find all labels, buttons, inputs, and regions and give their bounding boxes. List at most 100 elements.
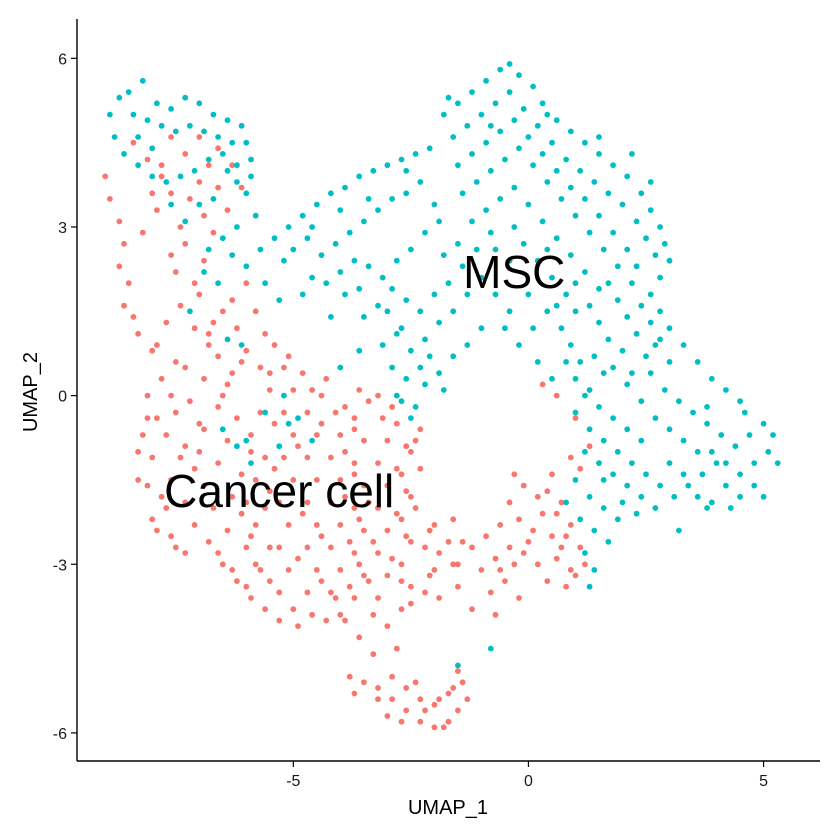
data-point bbox=[643, 235, 649, 242]
data-point bbox=[436, 696, 442, 703]
data-point bbox=[356, 387, 363, 393]
data-point bbox=[149, 190, 156, 197]
data-point bbox=[398, 606, 405, 613]
data-point bbox=[553, 555, 560, 562]
data-point bbox=[723, 387, 729, 393]
data-point bbox=[276, 589, 283, 596]
data-point bbox=[290, 477, 297, 483]
data-point bbox=[168, 201, 175, 208]
data-point bbox=[304, 589, 311, 596]
data-point bbox=[591, 567, 598, 573]
data-point bbox=[238, 510, 245, 517]
data-point bbox=[290, 387, 297, 393]
data-point bbox=[384, 482, 391, 489]
data-point bbox=[337, 432, 344, 438]
data-point bbox=[652, 505, 659, 511]
data-point bbox=[224, 437, 231, 444]
data-point bbox=[116, 94, 123, 101]
x-tick-label: 0 bbox=[524, 773, 533, 790]
data-point bbox=[201, 257, 207, 264]
data-point bbox=[412, 404, 419, 410]
data-point bbox=[318, 533, 325, 540]
data-point bbox=[502, 156, 508, 163]
data-point bbox=[582, 196, 588, 202]
data-point bbox=[633, 263, 640, 270]
data-point bbox=[408, 246, 414, 253]
data-point bbox=[356, 561, 363, 568]
data-point bbox=[144, 392, 151, 399]
data-point bbox=[248, 533, 254, 540]
data-point bbox=[144, 156, 151, 163]
data-point bbox=[657, 224, 663, 230]
data-point bbox=[450, 685, 457, 691]
data-point bbox=[224, 381, 231, 388]
data-point bbox=[422, 589, 428, 596]
data-point bbox=[586, 302, 593, 309]
data-point bbox=[337, 611, 344, 618]
data-point bbox=[121, 302, 127, 309]
data-point bbox=[549, 274, 555, 281]
data-point bbox=[497, 66, 504, 73]
data-point bbox=[201, 269, 207, 275]
data-point bbox=[572, 477, 579, 483]
data-point bbox=[539, 381, 546, 388]
data-point bbox=[534, 561, 541, 568]
data-point bbox=[666, 426, 673, 433]
data-point bbox=[619, 499, 626, 506]
y-tick-label: 6 bbox=[58, 51, 67, 68]
data-point bbox=[295, 623, 301, 629]
data-point bbox=[544, 488, 551, 495]
data-point bbox=[177, 454, 184, 461]
data-point bbox=[473, 179, 480, 185]
data-point bbox=[191, 465, 198, 472]
data-point bbox=[610, 415, 616, 421]
data-point bbox=[168, 134, 175, 140]
data-point bbox=[135, 162, 142, 169]
data-point bbox=[539, 151, 546, 157]
data-point bbox=[403, 488, 410, 495]
data-point bbox=[605, 190, 612, 197]
data-point bbox=[586, 426, 593, 433]
x-tick-label: 5 bbox=[759, 773, 768, 790]
data-point bbox=[111, 134, 118, 140]
data-point bbox=[243, 190, 250, 197]
data-point bbox=[737, 398, 743, 405]
data-point bbox=[582, 269, 588, 275]
data-point bbox=[567, 342, 574, 348]
data-point bbox=[652, 342, 659, 348]
data-point bbox=[694, 493, 701, 500]
data-point bbox=[558, 544, 565, 551]
data-point bbox=[487, 645, 494, 652]
data-point bbox=[332, 240, 339, 247]
data-point bbox=[525, 291, 532, 298]
data-point bbox=[384, 572, 391, 579]
data-point bbox=[661, 387, 668, 393]
data-point bbox=[210, 229, 217, 236]
data-point bbox=[436, 370, 442, 376]
data-point bbox=[436, 218, 442, 225]
data-point bbox=[708, 499, 715, 506]
data-point bbox=[219, 561, 226, 568]
data-point bbox=[346, 229, 353, 236]
data-point bbox=[158, 173, 165, 180]
data-point bbox=[417, 426, 424, 433]
data-point bbox=[600, 246, 607, 253]
data-point bbox=[525, 538, 532, 545]
data-point bbox=[389, 555, 395, 562]
data-point bbox=[342, 448, 348, 455]
data-point bbox=[586, 387, 593, 393]
data-point bbox=[191, 167, 198, 174]
data-point bbox=[553, 510, 560, 517]
data-point bbox=[177, 224, 184, 230]
data-point bbox=[196, 134, 203, 140]
data-point bbox=[313, 432, 320, 438]
data-point bbox=[558, 325, 565, 332]
data-point bbox=[633, 330, 640, 337]
data-point bbox=[177, 173, 184, 180]
data-point bbox=[238, 184, 245, 191]
data-point bbox=[313, 201, 320, 208]
data-point bbox=[704, 420, 710, 427]
data-point bbox=[229, 567, 236, 573]
data-point bbox=[760, 493, 767, 500]
